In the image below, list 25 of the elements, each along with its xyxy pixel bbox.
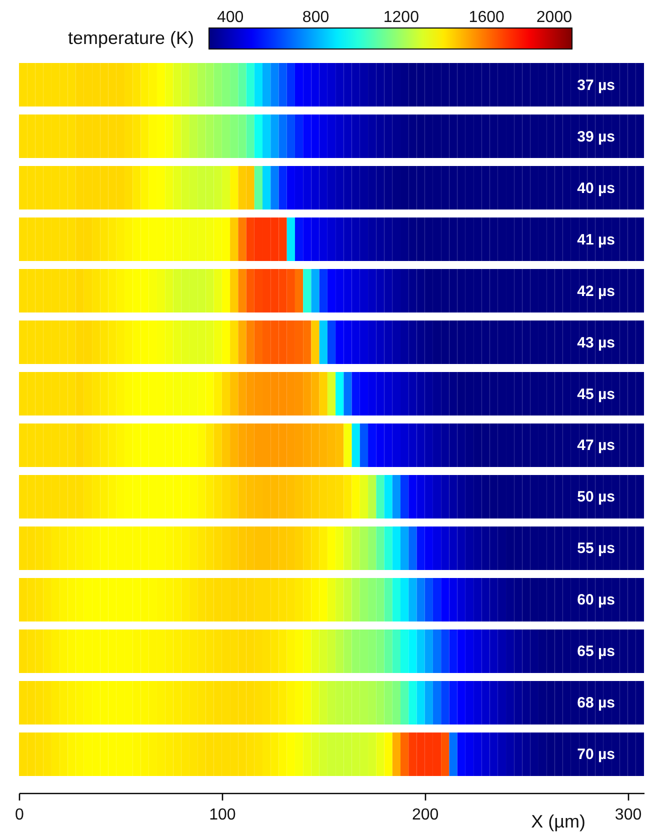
- y-tick-label: 70 µs: [577, 746, 615, 764]
- x-tick-label: 100: [209, 806, 236, 824]
- y-tick-label: 41 µs: [577, 231, 615, 248]
- y-tick-label: 68 µs: [577, 694, 615, 712]
- color-bar-label: 1200: [383, 9, 420, 26]
- y-tick-label: 42 µs: [577, 282, 615, 300]
- color-bar-label: 2000: [536, 9, 572, 26]
- y-tick-label: 37 µs: [577, 76, 615, 94]
- y-tick-label: 45 µs: [577, 386, 615, 403]
- y-tick-label: 55 µs: [577, 540, 615, 558]
- color-bar-label: 800: [302, 9, 330, 26]
- y-tick-label: 47 µs: [577, 437, 615, 454]
- color-bar-label: 400: [217, 9, 244, 26]
- y-tick-label: 60 µs: [577, 592, 615, 609]
- x-tick-label: 0: [15, 806, 24, 824]
- y-tick-label: 65 µs: [577, 643, 615, 660]
- y-tick-label: 43 µs: [577, 334, 615, 352]
- y-tick-label: 39 µs: [577, 128, 615, 146]
- x-tick-label: 300: [614, 806, 642, 824]
- y-tick-label: 40 µs: [577, 180, 615, 197]
- y-tick-label: 50 µs: [577, 488, 615, 506]
- x-tick-label: 200: [412, 806, 439, 824]
- x-axis-title: X (µm): [531, 812, 586, 832]
- color-bar-label: 1600: [468, 9, 504, 26]
- color-bar-title: temperature (K): [68, 28, 194, 48]
